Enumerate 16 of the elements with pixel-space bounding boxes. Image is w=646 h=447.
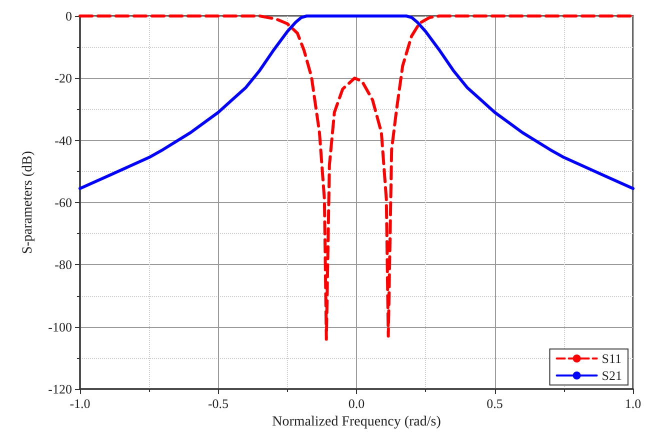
- y-tick-label: -60: [54, 195, 72, 210]
- x-tick-label: 0.0: [348, 396, 365, 411]
- x-tick-label: 0.5: [486, 396, 503, 411]
- legend-label: S11: [602, 351, 622, 366]
- y-tick-label: -40: [54, 132, 72, 148]
- y-axis-title: S-parameters (dB): [20, 150, 36, 254]
- x-tick-label: -1.0: [70, 396, 90, 411]
- y-tick-label: 0: [66, 8, 72, 24]
- x-tick-label: 1.0: [624, 396, 642, 411]
- y-tick-label: -100: [48, 319, 72, 334]
- x-axis-title: Normalized Frequency (rad/s): [272, 414, 442, 430]
- y-tick-label: -20: [54, 70, 72, 86]
- y-tick-label: -80: [54, 257, 72, 272]
- legend-label: S21: [602, 368, 622, 383]
- x-tick-label: -0.5: [208, 396, 229, 411]
- y-tick-label: -120: [48, 382, 72, 396]
